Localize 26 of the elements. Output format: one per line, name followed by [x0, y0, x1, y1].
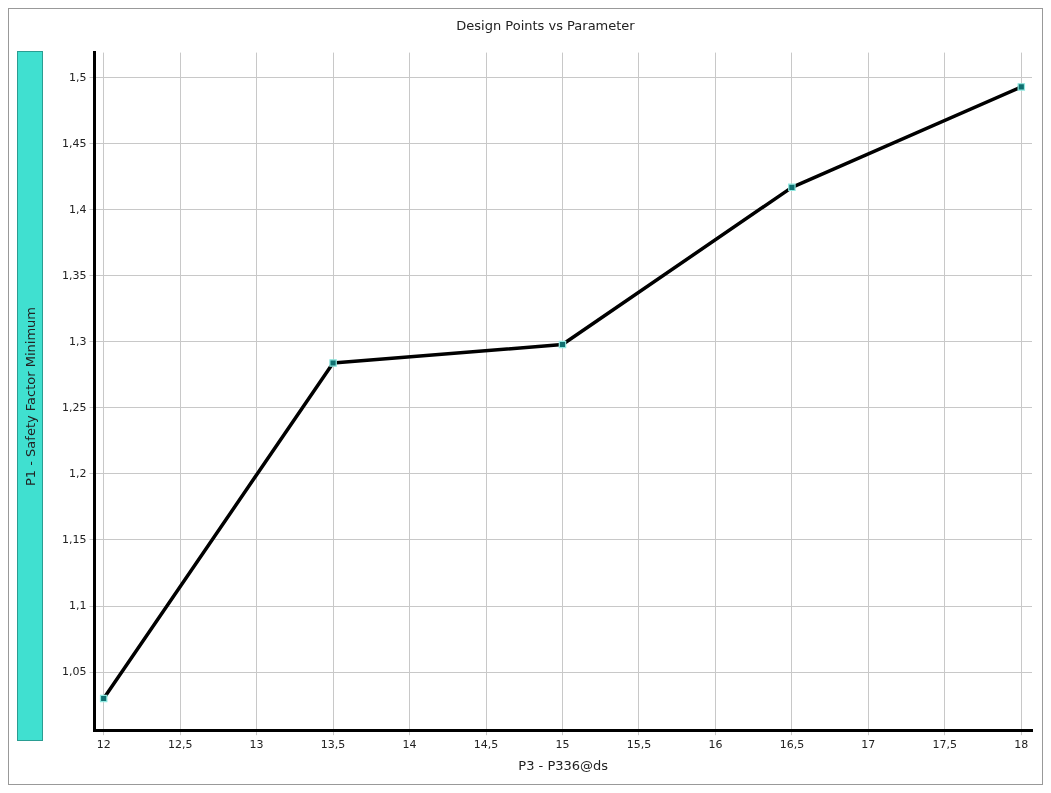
x-tick-label: 16,5: [779, 737, 805, 751]
x-tick-label: 17: [861, 737, 876, 751]
y-tick-label: 1,35: [61, 268, 87, 282]
y-tick-label: 1,45: [61, 136, 87, 150]
x-tick-label: 12: [96, 737, 111, 751]
y-tick-label: 1,25: [61, 400, 87, 414]
chart-title: Design Points vs Parameter: [456, 18, 636, 34]
x-tick-label: 14: [402, 737, 417, 751]
y-tick-label: 1,05: [61, 664, 87, 678]
y-tick-label: 1,4: [68, 202, 87, 216]
y-tick-label: 1,1: [68, 598, 87, 612]
x-tick-label: 13,5: [320, 737, 346, 751]
x-tick-label: 15,5: [626, 737, 652, 751]
x-tick-label: 15: [555, 737, 570, 751]
x-axis-title: P3 - P336@ds: [518, 757, 609, 773]
x-tick-label: 16: [708, 737, 723, 751]
x-tick-label: 12,5: [167, 737, 193, 751]
x-tick-label: 18: [1014, 737, 1029, 751]
y-tick-label: 1,5: [68, 70, 87, 84]
y-tick-label: 1,15: [61, 532, 87, 546]
x-tick-label: 13: [249, 737, 264, 751]
x-tick-label: 17,5: [932, 737, 958, 751]
y-tick-label: 1,2: [68, 466, 87, 480]
y-axis-title: P1 - Safety Factor Minimum: [22, 306, 38, 486]
y-tick-label: 1,3: [68, 334, 87, 348]
x-tick-label: 14,5: [473, 737, 499, 751]
